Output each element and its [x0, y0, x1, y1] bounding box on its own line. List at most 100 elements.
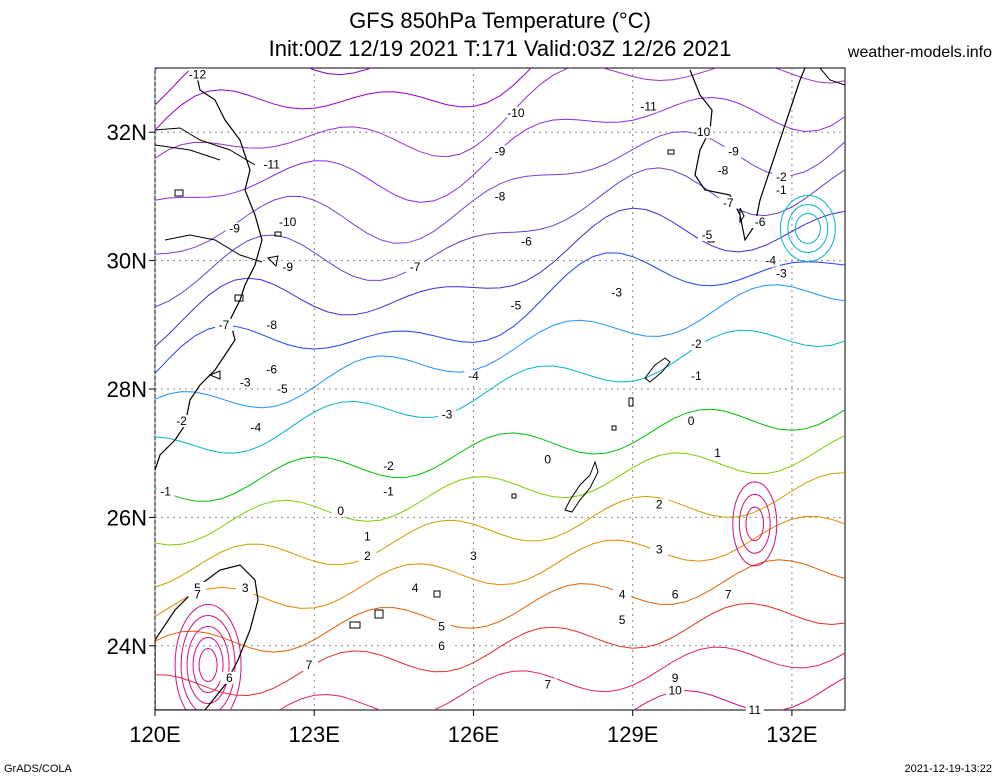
- contour-label-bg: [682, 415, 701, 428]
- contour-label: 6: [226, 671, 233, 685]
- isotherm-line: [155, 207, 845, 347]
- contour-label: 5: [438, 620, 445, 634]
- contour-label: -12: [189, 67, 207, 81]
- contour-label: -9: [728, 144, 739, 158]
- contour-label: -10: [507, 106, 525, 120]
- contour-label-bg: [278, 261, 297, 274]
- contour-label-bg: [666, 671, 685, 684]
- contour-label: -6: [521, 234, 532, 248]
- contour-label-bg: [719, 588, 738, 601]
- map-subtitle: Init:00Z 12/19 2021 T:171 Valid:03Z 12/2…: [268, 36, 732, 61]
- contour-label-bg: [708, 447, 727, 460]
- contour-label: -2: [383, 459, 394, 473]
- contour-label: -8: [495, 189, 506, 203]
- contour-label-bg: [745, 704, 764, 716]
- warm-blob-ring: [794, 213, 821, 244]
- lon-tick-label: 123E: [289, 722, 340, 747]
- isotherm-line: [155, 68, 532, 131]
- contour-label: 3: [656, 543, 663, 557]
- contour-label: 10: [668, 684, 682, 698]
- contour-label: 4: [412, 581, 419, 595]
- contour-label-bg: [188, 588, 207, 601]
- contour-label-bg: [432, 620, 451, 633]
- contour-label-bg: [607, 286, 626, 299]
- lon-tick-label: 132E: [766, 722, 817, 747]
- hangzhou-bay: [164, 234, 263, 263]
- lon-tick-label: 129E: [607, 722, 658, 747]
- contour-label: -8: [266, 318, 277, 332]
- isotherm-line: [155, 559, 845, 653]
- contour-label-bg: [687, 370, 706, 383]
- contour-label: 3: [242, 581, 249, 595]
- contour-label: 3: [470, 549, 477, 563]
- contour-label: 2: [364, 549, 371, 563]
- contour-label-bg: [506, 299, 525, 312]
- contour-label-bg: [262, 318, 281, 331]
- contour-label: -11: [264, 157, 281, 171]
- contour-label-bg: [358, 530, 377, 543]
- contour-label-bg: [666, 684, 685, 697]
- contour-label-bg: [772, 171, 791, 184]
- contour-label: -3: [442, 408, 453, 422]
- amami-island: [644, 357, 671, 383]
- contour-label-bg: [273, 383, 292, 395]
- warm-blob-ring: [787, 204, 829, 253]
- contour-label-bg: [751, 216, 770, 229]
- contour-label-bg: [538, 678, 557, 691]
- lat-tick-label: 30N: [107, 249, 147, 274]
- contour-label: -7: [410, 260, 421, 274]
- generated-timestamp: 2021-12-19-13:22: [904, 763, 992, 775]
- contour-label-bg: [772, 183, 791, 196]
- isotherm-line: [155, 68, 845, 159]
- contour-label: -9: [282, 260, 293, 274]
- contour-label-bg: [517, 235, 536, 248]
- contour-label: -1: [691, 369, 702, 383]
- shikoku-coast: [819, 68, 845, 86]
- contour-label-bg: [406, 261, 425, 274]
- contour-label-bg: [719, 196, 738, 209]
- contour-label-bg: [713, 164, 732, 177]
- contour-label: -6: [266, 363, 277, 377]
- contour-label: -4: [468, 369, 479, 383]
- contour-label: 9: [672, 671, 679, 685]
- isotherm-line: [155, 515, 845, 618]
- contour-label: 4: [619, 587, 626, 601]
- china-coast: [155, 68, 263, 471]
- taiwan-contour-ring: [186, 626, 230, 705]
- contour-label-bg: [692, 126, 711, 139]
- isotherm-line: [633, 677, 845, 710]
- contour-label: 11: [749, 703, 762, 717]
- contour-label: -11: [640, 100, 657, 114]
- lat-tick-label: 28N: [107, 377, 147, 402]
- contour-lines: [155, 0, 845, 710]
- isotherm-line: [155, 434, 845, 546]
- contour-label: -7: [219, 318, 230, 332]
- contour-label-bg: [188, 68, 207, 81]
- contour-label: 6: [438, 639, 445, 653]
- lat-tick-label: 26N: [107, 505, 147, 530]
- eddy-contour-ring: [732, 481, 778, 567]
- contour-label-bg: [262, 158, 281, 171]
- contour-label-bg: [432, 639, 451, 652]
- contour-label-bg: [236, 376, 255, 389]
- isotherm-line: [155, 472, 845, 588]
- contour-label-bg: [687, 338, 706, 351]
- isotherm-line: [155, 0, 845, 20]
- contour-label-bg: [506, 106, 525, 119]
- taiwan-contour-ring: [192, 637, 224, 694]
- contour-label: -7: [723, 196, 734, 210]
- contour-label-bg: [225, 222, 244, 235]
- contour-label-bg: [331, 504, 350, 517]
- warm-blob-ring: [779, 195, 836, 262]
- contour-label-bg: [491, 190, 509, 203]
- contour-label-bg: [639, 100, 658, 113]
- isotherm-line: [155, 408, 845, 502]
- lat-tick-label: 24N: [107, 634, 147, 659]
- contour-label-bg: [538, 453, 557, 466]
- latitude-axis: 32N 30N 28N 26N 24N: [107, 120, 155, 659]
- contour-label-bg: [236, 582, 255, 595]
- contour-label: 7: [194, 587, 201, 601]
- contour-label: -9: [229, 222, 240, 236]
- contour-label-bg: [772, 267, 791, 280]
